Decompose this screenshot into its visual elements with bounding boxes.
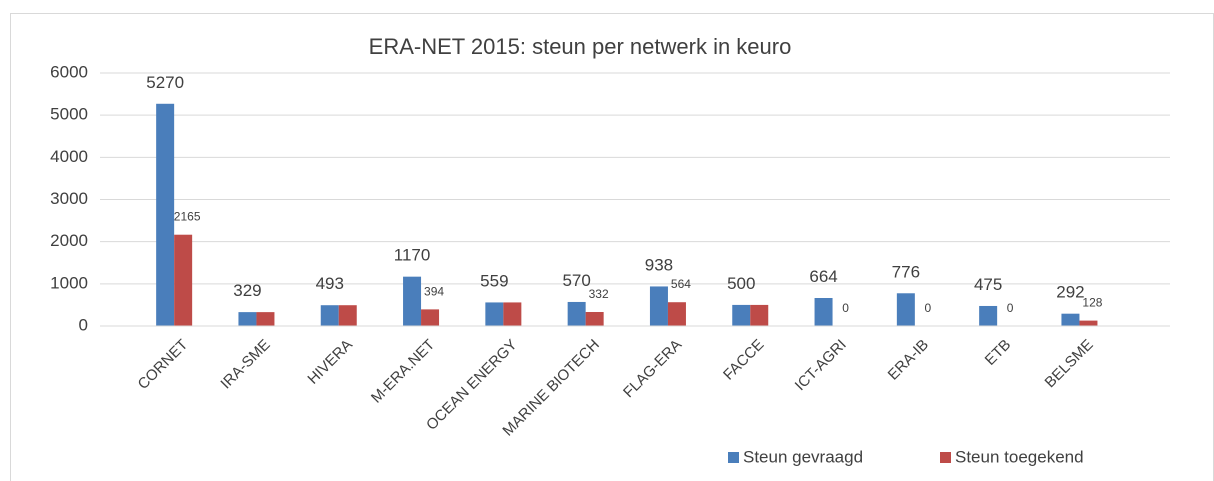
bar [485, 302, 504, 326]
y-tick-label: 6000 [50, 62, 88, 81]
data-label: 128 [1082, 296, 1102, 310]
bar [814, 298, 833, 326]
data-label: 938 [645, 255, 673, 274]
y-tick-label: 0 [79, 315, 88, 334]
bar [238, 312, 257, 326]
data-label: 2165 [174, 210, 201, 224]
bar [156, 103, 175, 326]
bar [649, 286, 668, 326]
y-tick-label: 1000 [50, 273, 88, 292]
data-label: 493 [316, 274, 344, 293]
y-tick-label: 2000 [50, 231, 88, 250]
bar [320, 305, 339, 326]
bar [585, 312, 604, 326]
bar [338, 305, 357, 326]
data-label: 5270 [146, 73, 184, 92]
bar [174, 234, 193, 326]
bar [979, 305, 998, 326]
chart-frame [10, 13, 1214, 481]
data-label: 0 [842, 301, 849, 315]
data-label: 564 [671, 277, 691, 291]
data-label: 570 [562, 271, 590, 290]
bar [567, 301, 586, 326]
data-label: 292 [1056, 283, 1084, 302]
data-label: 0 [925, 301, 932, 315]
data-label: 500 [727, 274, 755, 293]
bar [732, 304, 751, 326]
bar [896, 293, 915, 326]
bar [256, 312, 275, 326]
bar [667, 302, 686, 326]
chart-title: ERA-NET 2015: steun per netwerk in keuro [369, 34, 792, 59]
data-label: 664 [809, 267, 837, 286]
data-label: 776 [892, 262, 920, 281]
bar [1061, 313, 1080, 326]
bar [403, 276, 422, 326]
legend-swatch [728, 452, 739, 463]
bar [421, 309, 440, 326]
bar [750, 304, 769, 326]
bar [1079, 320, 1098, 326]
legend-label: Steun gevraagd [743, 447, 863, 466]
y-tick-label: 5000 [50, 105, 88, 124]
data-label: 332 [589, 287, 609, 301]
data-label: 0 [1007, 301, 1014, 315]
data-label: 329 [233, 281, 261, 300]
legend-swatch [940, 452, 951, 463]
data-label: 394 [424, 284, 444, 298]
data-label: 1170 [394, 246, 431, 265]
data-label: 559 [480, 271, 508, 290]
y-tick-label: 3000 [50, 189, 88, 208]
y-tick-label: 4000 [50, 147, 88, 166]
data-label: 475 [974, 275, 1002, 294]
legend-label: Steun toegekend [955, 447, 1084, 466]
bar [503, 302, 522, 326]
